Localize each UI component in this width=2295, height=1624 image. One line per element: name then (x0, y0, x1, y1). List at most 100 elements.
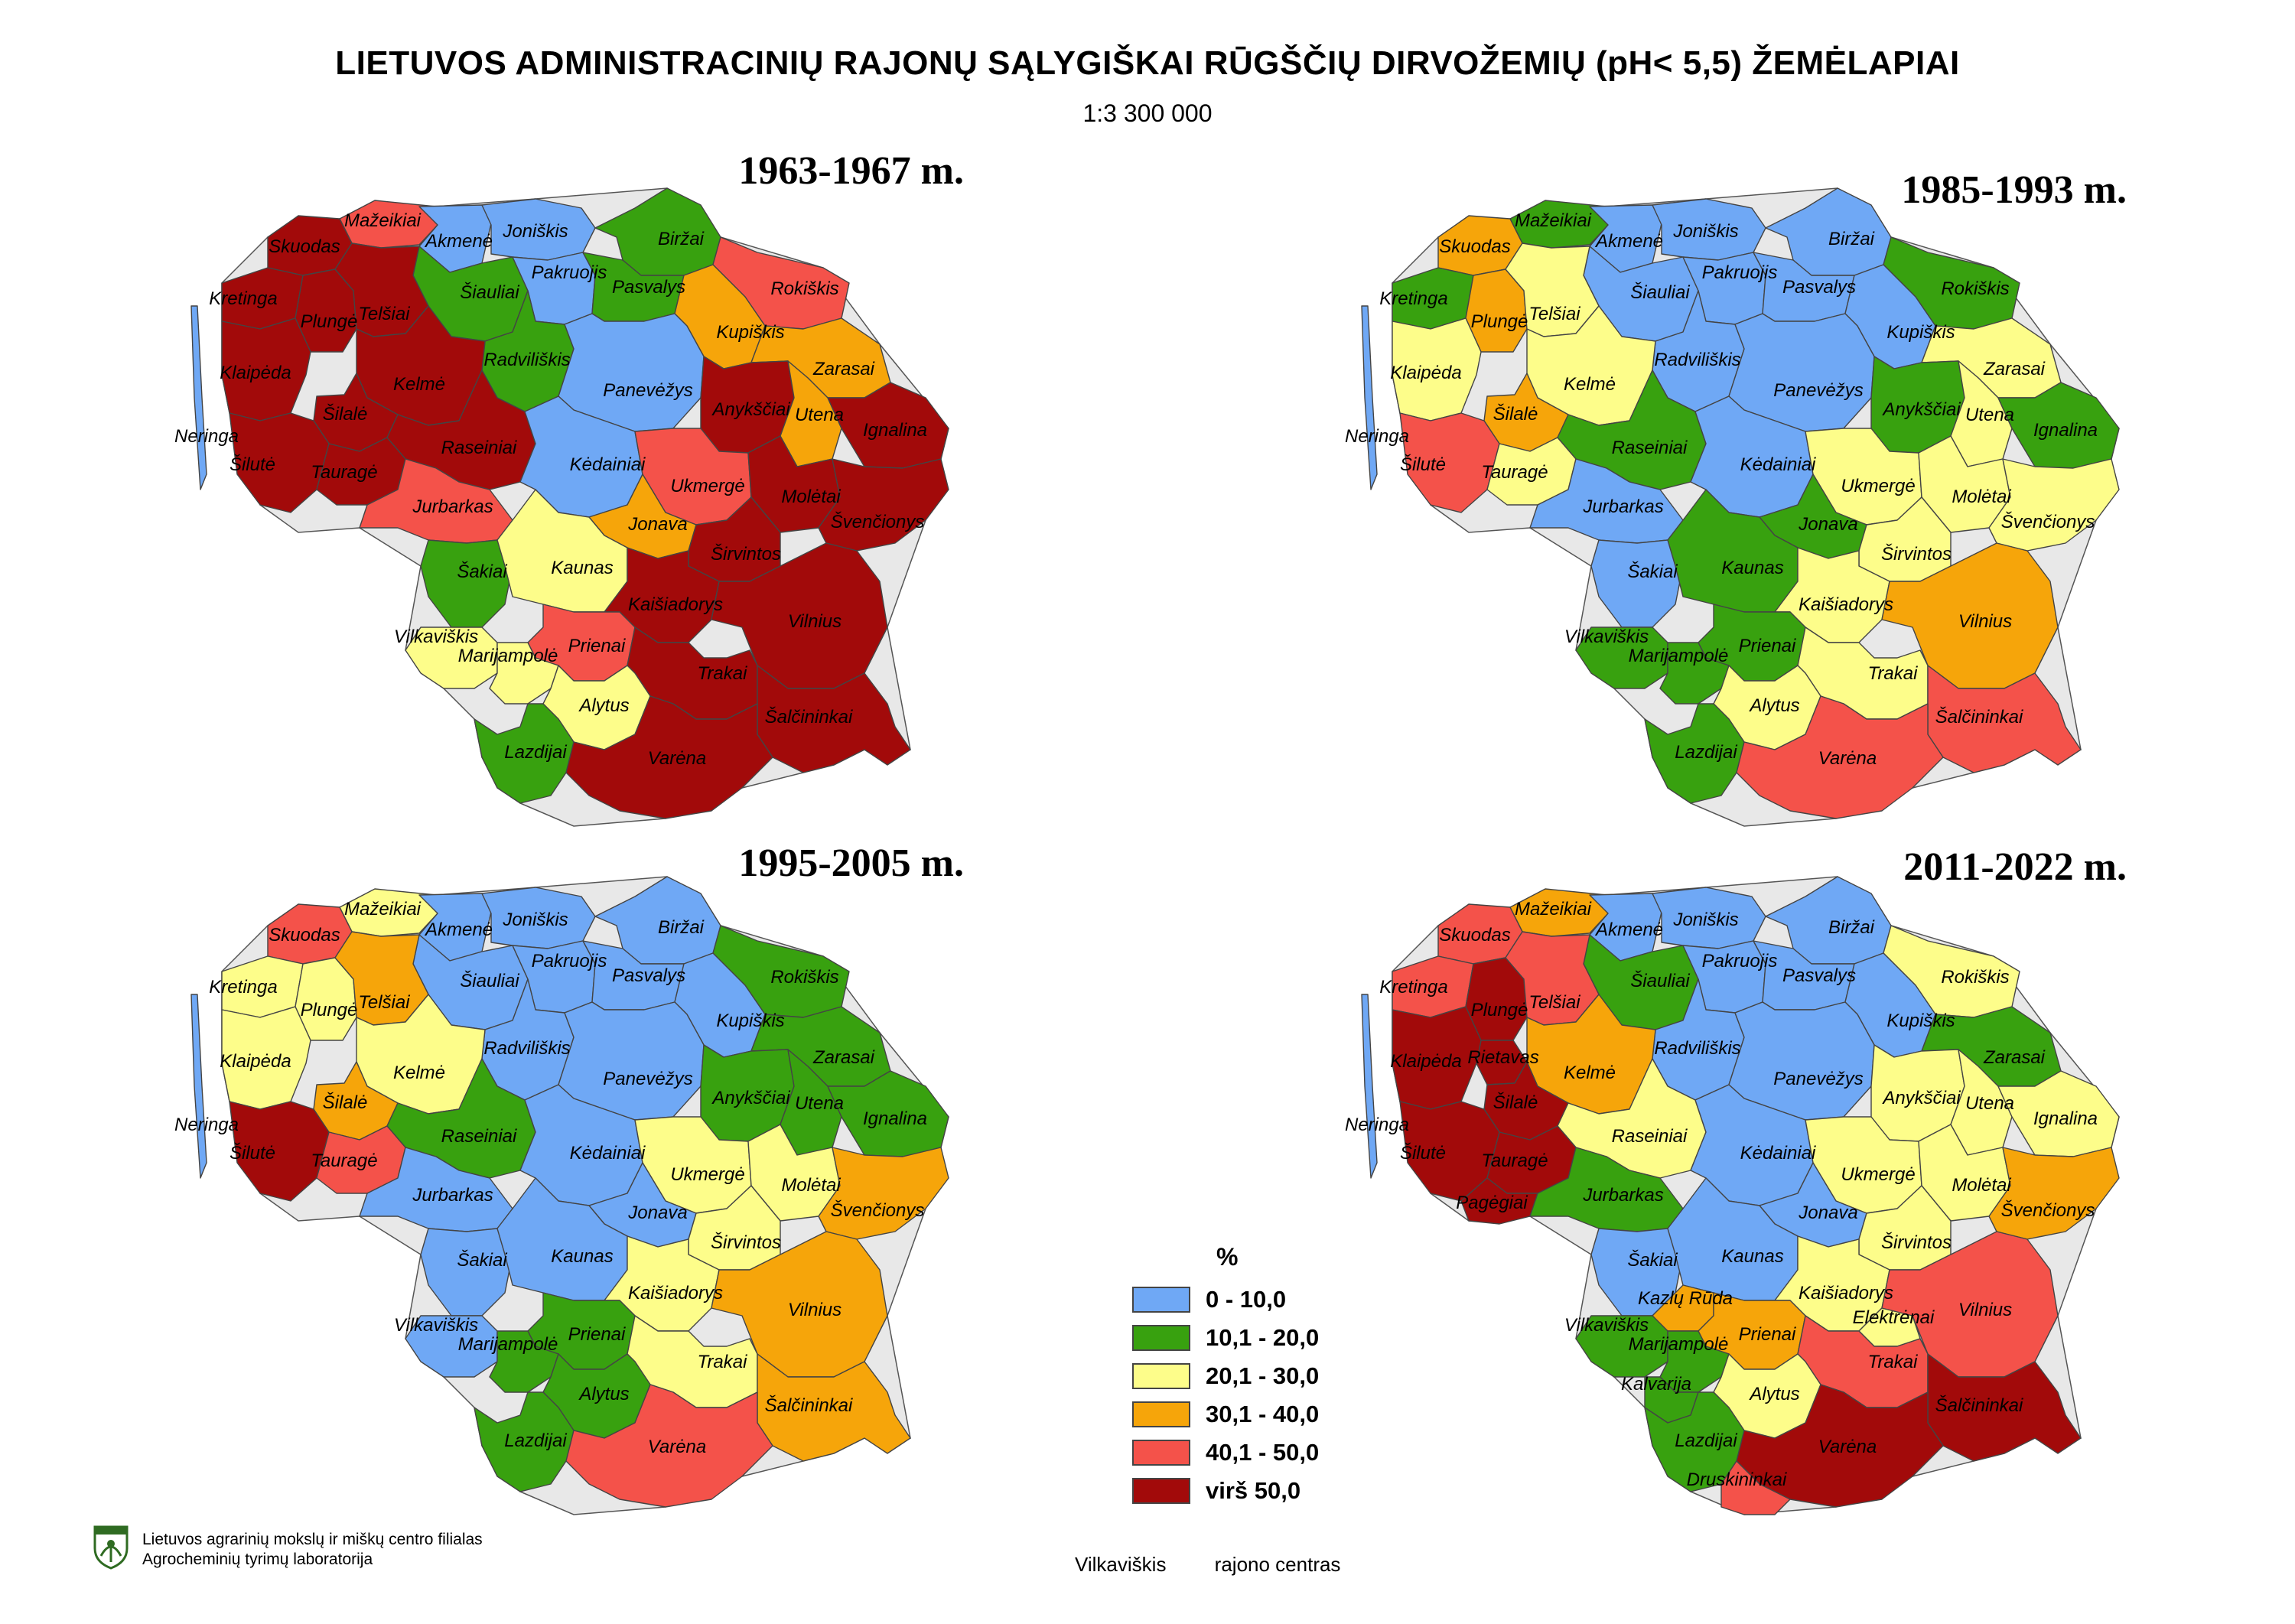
district-label: Utena (795, 405, 844, 425)
district-area (1575, 626, 1668, 689)
district-label: Elektrėnai (1853, 1307, 1935, 1328)
district-area (1392, 317, 1482, 421)
district-label: Rietavas (1467, 1047, 1538, 1068)
district-label: Ukmergė (670, 476, 744, 496)
district-label: Skuodas (269, 925, 340, 945)
district-label: Ignalina (2033, 420, 2098, 441)
district-label: Lazdijai (1675, 742, 1737, 763)
district-label: Varėna (1818, 748, 1877, 769)
district-label: Kaunas (551, 1246, 613, 1267)
legend-swatch (1132, 1287, 1190, 1313)
district-label: Tauragė (311, 1150, 377, 1171)
district-area (420, 539, 513, 628)
district-area (1736, 695, 1944, 819)
district-label: Anykščiai (711, 1088, 790, 1108)
district-label: Pasvalys (1782, 277, 1856, 298)
district-label: Kėdainiai (570, 1143, 646, 1163)
legend-label: 10,1 - 20,0 (1206, 1324, 1320, 1351)
district-label: Alytus (1748, 695, 1799, 716)
legend-item: 20,1 - 30,0 (1132, 1357, 1392, 1395)
legend-swatch (1132, 1325, 1190, 1351)
district-label: Joniškis (1672, 910, 1738, 930)
district-label: Šiauliai (1630, 970, 1690, 991)
legend: % 0 - 10,0 10,1 - 20,0 20,1 - 30,0 30,1 … (1132, 1243, 1392, 1510)
district-label: Ukmergė (1841, 1164, 1915, 1185)
district-label: Telšiai (1528, 304, 1580, 324)
map-period-title: 2011-2022 m. (1903, 845, 2127, 889)
district-area (405, 1315, 498, 1378)
district-label: Raseiniai (1612, 438, 1688, 458)
map-period-title: 1963-1967 m. (738, 149, 964, 193)
district-label: Šilutė (230, 1142, 275, 1163)
legend-title: % (1216, 1243, 1239, 1271)
district-label: Trakai (698, 1352, 748, 1372)
district-area (711, 1231, 888, 1378)
district-label: Klaipėda (1390, 363, 1461, 383)
district-label: Ignalina (2033, 1108, 2098, 1129)
district-label: Zarasai (812, 1047, 875, 1068)
district-label: Širvintos (1881, 1232, 1952, 1253)
district-area (1881, 1231, 2059, 1378)
district-label: Alytus (1748, 1384, 1799, 1404)
district-label: Skuodas (1439, 925, 1510, 945)
district-area (1575, 1315, 1668, 1378)
district-label: Marijampolė (458, 1334, 558, 1355)
legend-item: virš 50,0 (1132, 1472, 1392, 1510)
district-label: Pasvalys (612, 965, 685, 986)
district-label: Marijampolė (458, 646, 558, 666)
district-label: Molėtai (781, 487, 841, 507)
district-label: Neringa (1345, 426, 1409, 447)
district-label: Kaišiadorys (1799, 594, 1893, 615)
district-area (827, 1070, 949, 1157)
district-area (190, 994, 207, 1179)
district-area (1927, 1353, 2082, 1462)
district-label: Biržai (1828, 917, 1875, 938)
district-label: Alytus (578, 1384, 629, 1404)
district-label: Vilkaviškis (394, 1315, 478, 1336)
district-label: Kazlų Rūda (1638, 1288, 1733, 1309)
organization-name: Lietuvos agrarinių mokslų ir miškų centr… (142, 1531, 483, 1548)
district-label: Širvintos (711, 1232, 781, 1253)
legend-swatch (1132, 1363, 1190, 1389)
district-label: Raseiniai (1612, 1126, 1688, 1147)
district-label: Kėdainiai (1740, 1143, 1816, 1163)
district-area (221, 1006, 311, 1110)
district-label: Širvintos (711, 543, 781, 565)
district-label: Jonava (627, 514, 687, 535)
district-label: Molėtai (1952, 487, 2011, 507)
district-label: Klaipėda (220, 363, 291, 383)
district-area (1988, 458, 2120, 552)
district-label: Šakiai (1627, 561, 1678, 582)
district-label: Kalvarija (1621, 1374, 1691, 1395)
district-label: Kretinga (1379, 977, 1447, 998)
district-label: Šilutė (1400, 1142, 1446, 1163)
district-label: Varėna (648, 748, 707, 769)
district-area (827, 382, 949, 469)
district-label: Molėtai (781, 1175, 841, 1196)
organization-block: Lietuvos agrarinių mokslų ir miškų centr… (92, 1522, 483, 1570)
district-label: Panevėžys (1773, 1069, 1863, 1089)
district-area (1720, 1460, 1791, 1515)
district-label: Druskininkai (1687, 1469, 1787, 1490)
district-label: Kretinga (209, 288, 277, 309)
district-label: Jurbarkas (412, 1185, 493, 1206)
legend-item: 10,1 - 20,0 (1132, 1319, 1392, 1357)
district-area (489, 642, 559, 705)
district-area (757, 665, 911, 773)
district-label: Panevėžys (1773, 380, 1863, 401)
district-label: Šalčininkai (765, 706, 853, 727)
district-label: Šiauliai (1630, 282, 1690, 303)
district-label: Panevėžys (603, 380, 692, 401)
district-center-example: Vilkaviškis (1075, 1553, 1167, 1576)
district-label: Jurbarkas (412, 496, 493, 517)
district-label: Marijampolė (1629, 646, 1729, 666)
district-label: Ukmergė (670, 1164, 744, 1185)
district-label: Prienai (1739, 636, 1796, 656)
district-label: Rokiškis (770, 967, 838, 988)
district-label: Radviliškis (483, 350, 570, 370)
district-label: Vilnius (1958, 1300, 2012, 1320)
organization-logo-icon (93, 1525, 129, 1570)
district-label: Vilnius (788, 1300, 842, 1320)
